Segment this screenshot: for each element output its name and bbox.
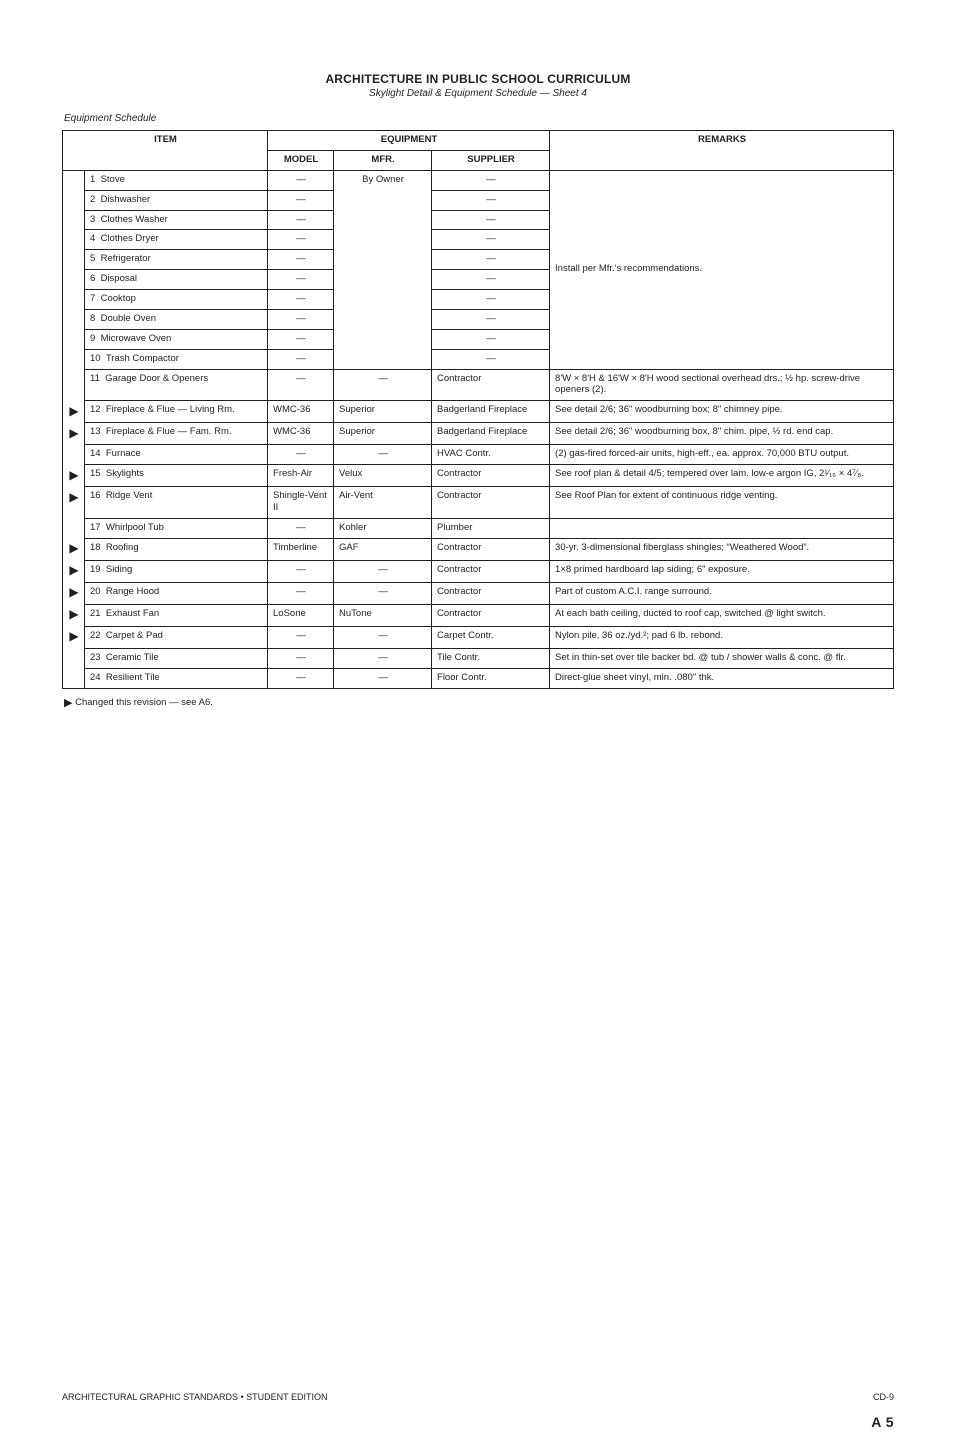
table-row: ▶ 20 Range Hood — — Contractor Part of c…	[63, 582, 894, 604]
title-line1: ARCHITECTURE IN PUBLIC SCHOOL CURRICULUM	[62, 72, 894, 86]
triangle-icon: ▶	[64, 696, 72, 709]
triangle-icon: ▶	[69, 585, 78, 599]
page-footer: ARCHITECTURAL GRAPHIC STANDARDS • STUDEN…	[62, 1392, 894, 1402]
table-row: 14 Furnace — — HVAC Contr. (2) gas-fired…	[63, 445, 894, 465]
table-row: 24 Resilient Tile — — Floor Contr. Direc…	[63, 668, 894, 688]
th-mfr: MFR.	[334, 150, 432, 170]
table-row: ▶ 13 Fireplace & Flue — Fam. Rm. WMC-36 …	[63, 423, 894, 445]
table-row: ▶ 15 Skylights Fresh-Air Velux Contracto…	[63, 465, 894, 487]
table-row: 1 Stove — By Owner — Install per Mfr.'s …	[63, 170, 894, 190]
table-row: ▶ 21 Exhaust Fan LoSone NuTone Contracto…	[63, 604, 894, 626]
th-supplier: SUPPLIER	[432, 150, 550, 170]
legend-text: Changed this revision — see A6.	[75, 697, 213, 708]
triangle-icon: ▶	[69, 541, 78, 555]
triangle-icon: ▶	[69, 490, 78, 504]
table-row: 17 Whirlpool Tub — Kohler Plumber	[63, 518, 894, 538]
footer-left: ARCHITECTURAL GRAPHIC STANDARDS • STUDEN…	[62, 1392, 328, 1402]
table-row: ▶ 18 Roofing Timberline GAF Contractor 3…	[63, 538, 894, 560]
th-item: ITEM	[63, 131, 268, 171]
title-line2: Skylight Detail & Equipment Schedule — S…	[62, 88, 894, 99]
triangle-icon: ▶	[69, 468, 78, 482]
table-row: ▶ 16 Ridge Vent Shingle-Vent II Air-Vent…	[63, 487, 894, 519]
section-heading: Equipment Schedule	[64, 113, 894, 124]
th-model: MODEL	[268, 150, 334, 170]
table-row: ▶ 19 Siding — — Contractor 1×8 primed ha…	[63, 560, 894, 582]
table-row: 23 Ceramic Tile — — Tile Contr. Set in t…	[63, 648, 894, 668]
legend: ▶ Changed this revision — see A6.	[64, 695, 894, 708]
triangle-icon: ▶	[69, 426, 78, 440]
triangle-icon: ▶	[69, 404, 78, 418]
footer-right: CD-9	[873, 1392, 894, 1402]
triangle-icon: ▶	[69, 563, 78, 577]
th-equipment: EQUIPMENT	[268, 131, 550, 151]
triangle-icon: ▶	[69, 607, 78, 621]
table-row: ▶ 22 Carpet & Pad — — Carpet Contr. Nylo…	[63, 626, 894, 648]
equipment-schedule-table: ITEM EQUIPMENT REMARKS MODEL MFR. SUPPLI…	[62, 130, 894, 689]
table-row: ▶ 12 Fireplace & Flue — Living Rm. WMC-3…	[63, 401, 894, 423]
sheet-number: A 5	[871, 1414, 894, 1430]
page-title: ARCHITECTURE IN PUBLIC SCHOOL CURRICULUM…	[62, 72, 894, 99]
table-row: 11 Garage Door & Openers — — Contractor …	[63, 369, 894, 401]
triangle-icon: ▶	[69, 629, 78, 643]
th-remarks: REMARKS	[550, 131, 894, 171]
